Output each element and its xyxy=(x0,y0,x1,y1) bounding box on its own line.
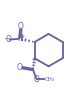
Polygon shape xyxy=(32,58,35,70)
Text: +: + xyxy=(20,34,24,39)
Text: O: O xyxy=(5,35,11,44)
Text: O: O xyxy=(17,63,23,72)
Text: O: O xyxy=(18,22,24,31)
Text: O: O xyxy=(33,75,39,84)
Text: −: − xyxy=(4,35,9,40)
Text: CH₃: CH₃ xyxy=(45,77,55,82)
Text: N: N xyxy=(17,34,23,43)
